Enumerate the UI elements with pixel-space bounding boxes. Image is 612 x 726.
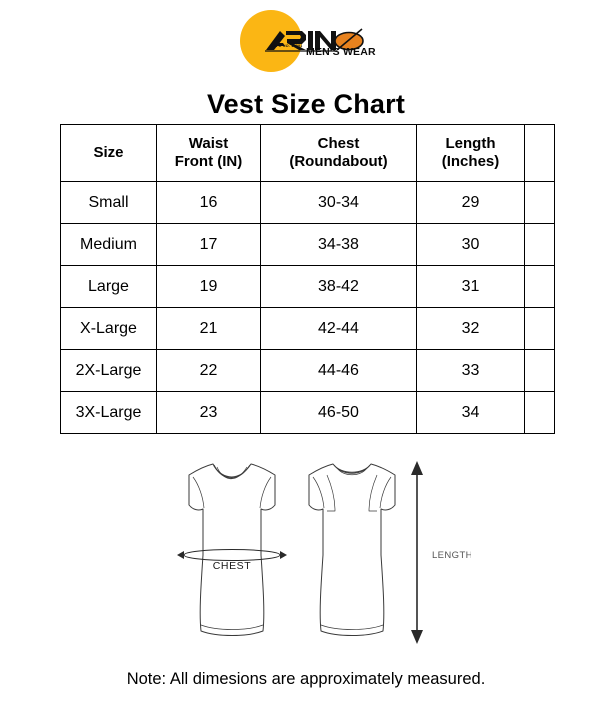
logo-tagline: MEN'S WEAR (306, 46, 376, 58)
cell-waist: 16 (156, 181, 261, 224)
length-measure-indicator (411, 461, 423, 644)
cell-size: Medium (60, 223, 157, 266)
brand-logo: T.M.R NO. 12091 MEN'S WEAR (0, 6, 612, 78)
cell-size: 3X-Large (60, 391, 157, 434)
cell-length: 32 (416, 307, 525, 350)
logo-wordmark-icon (265, 28, 364, 52)
header-line-2: (Roundabout) (289, 153, 388, 170)
column-header-chest: Chest (Roundabout) (260, 124, 417, 182)
size-chart-table: Size Waist Front (IN) Chest (Roundabout)… (60, 124, 555, 434)
cell-chest: 38-42 (260, 265, 417, 308)
cell-waist: 17 (156, 223, 261, 266)
table-row: Medium 17 34-38 30 (60, 223, 555, 266)
table-row: Small 16 30-34 29 (60, 181, 555, 224)
cell-length: 30 (416, 223, 525, 266)
column-header-size: Size (60, 124, 157, 182)
column-header-extra (524, 124, 555, 182)
cell-extra (524, 349, 555, 392)
table-row: X-Large 21 42-44 32 (60, 307, 555, 350)
footer-note: Note: All dimesions are approximately me… (126, 670, 486, 688)
cell-length: 33 (416, 349, 525, 392)
table-header-row: Size Waist Front (IN) Chest (Roundabout)… (60, 124, 555, 182)
column-header-length: Length (Inches) (416, 124, 525, 182)
cell-extra (524, 391, 555, 434)
cell-length: 31 (416, 265, 525, 308)
cell-waist: 23 (156, 391, 261, 434)
header-line-1: Waist (188, 135, 229, 153)
header-line-2: (Inches) (441, 153, 500, 170)
cell-size: 2X-Large (60, 349, 157, 392)
header-line-1: Size (93, 144, 124, 162)
column-header-waist: Waist Front (IN) (156, 124, 261, 182)
cell-extra (524, 181, 555, 224)
table-row: 3X-Large 23 46-50 34 (60, 391, 555, 434)
cell-chest: 44-46 (260, 349, 417, 392)
table-row: Large 19 38-42 31 (60, 265, 555, 308)
cell-extra (524, 307, 555, 350)
cell-waist: 22 (156, 349, 261, 392)
cell-waist: 21 (156, 307, 261, 350)
cell-chest: 42-44 (260, 307, 417, 350)
cell-size: Small (60, 181, 157, 224)
cell-length: 34 (416, 391, 525, 434)
cell-size: X-Large (60, 307, 157, 350)
header-line-2: Front (IN) (174, 153, 243, 170)
vest-back-illustration (308, 463, 396, 636)
chest-measure-indicator (177, 549, 287, 561)
cell-chest: 46-50 (260, 391, 417, 434)
cell-extra (524, 223, 555, 266)
cell-length: 29 (416, 181, 525, 224)
logo-trademark-text: T.M.R NO. 12091 (270, 44, 303, 48)
page-title: Vest Size Chart (206, 89, 406, 119)
cell-chest: 30-34 (260, 181, 417, 224)
header-line-1: Length (445, 135, 496, 153)
cell-chest: 34-38 (260, 223, 417, 266)
vest-diagram: CHEST LENGTH (0, 455, 612, 655)
chest-label: CHEST (213, 560, 252, 572)
cell-size: Large (60, 265, 157, 308)
header-line-1: Chest (317, 135, 360, 153)
length-label: LENGTH (432, 550, 471, 561)
cell-extra (524, 265, 555, 308)
cell-waist: 19 (156, 265, 261, 308)
table-row: 2X-Large 22 44-46 33 (60, 349, 555, 392)
